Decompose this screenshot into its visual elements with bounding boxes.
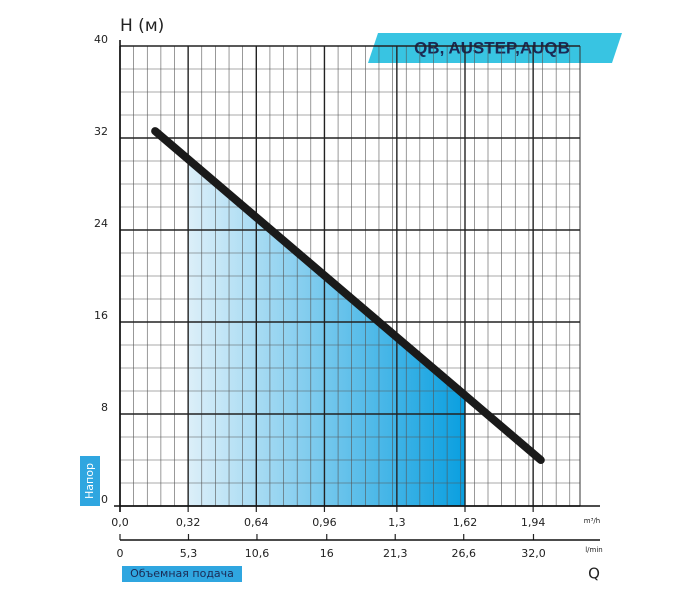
y-tick-label: 16 (94, 309, 108, 322)
title-banner (368, 33, 622, 63)
y-tick-label: 40 (94, 33, 108, 46)
x-tick-label: 0,32 (176, 516, 201, 529)
y-tick-label: 24 (94, 217, 108, 230)
x-title: Объемная подача (130, 567, 234, 580)
curve (151, 127, 545, 464)
y-tick-label: 0 (101, 493, 108, 506)
y-tick-label: 8 (101, 401, 108, 414)
x2-tick-label: 0 (117, 547, 124, 560)
x2-tick-label: 16 (320, 547, 334, 560)
x-tick-label: 0,0 (111, 516, 129, 529)
x2-unit: l/min (585, 546, 603, 554)
x-tick-label: 1,94 (521, 516, 546, 529)
y-title-box (80, 456, 100, 506)
x2-tick-label: 26,6 (451, 547, 476, 560)
y-tick-label: 32 (94, 125, 108, 138)
x-tick-label: 1,62 (453, 516, 478, 529)
chart-title: QB, AUSTEP,AUQB (414, 38, 570, 57)
x-tick-label: 0,96 (312, 516, 337, 529)
x-tick-label: 0,64 (244, 516, 269, 529)
x2-tick-label: 32,0 (521, 547, 546, 560)
x-title-box (122, 566, 242, 582)
x2-tick-label: 5,3 (180, 547, 198, 560)
x2-tick-label: 10,6 (245, 547, 270, 560)
x-tick-label: 1,3 (388, 516, 406, 529)
x2-tick-label: 21,3 (383, 547, 408, 560)
x-symbol: Q (588, 565, 600, 583)
operating-area (188, 159, 466, 506)
x-unit: m³/h (584, 517, 600, 525)
y-title: Напор (83, 463, 96, 499)
y-axis-label: H (м) (120, 16, 164, 36)
